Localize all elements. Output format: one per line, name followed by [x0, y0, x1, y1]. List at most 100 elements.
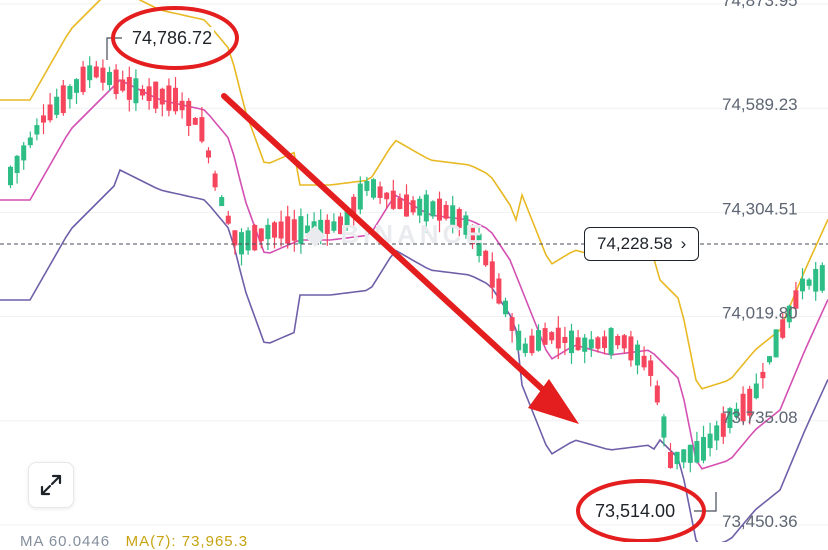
- candle-body: [536, 330, 541, 351]
- trend-arrow: [221, 93, 579, 424]
- candle-body: [549, 332, 555, 341]
- candle-body: [503, 300, 508, 315]
- candle-body: [668, 452, 673, 468]
- candle-body: [272, 222, 277, 238]
- expand-icon: [40, 474, 62, 496]
- high-price-label: 74,786.72: [130, 27, 215, 49]
- candle-body: [780, 319, 786, 338]
- candle-body: [252, 224, 258, 251]
- candle-body: [641, 355, 647, 368]
- candle-body: [588, 339, 594, 349]
- candle-body: [74, 79, 79, 93]
- candle-body: [819, 265, 825, 291]
- candle-body: [384, 192, 390, 200]
- chevron-right-icon: ›: [680, 234, 687, 253]
- candle-body: [496, 278, 502, 304]
- candle-body: [34, 125, 40, 135]
- candle-body: [747, 388, 753, 416]
- candle-body: [707, 433, 713, 449]
- price-tick-label: 74,304.51: [722, 199, 798, 218]
- price-axis: 74,873.95 74,589.23 74,304.51 74,019.80 73,7…: [722, 0, 798, 531]
- candle-body: [166, 85, 172, 111]
- candle-body: [298, 216, 304, 244]
- candle-body: [344, 208, 350, 227]
- candle-body: [305, 225, 310, 234]
- candle-body: [67, 85, 73, 100]
- candle-body: [773, 329, 779, 358]
- candle-body: [727, 408, 733, 429]
- candle-body: [522, 343, 528, 354]
- candle-body: [463, 215, 469, 235]
- candle-body: [285, 216, 291, 244]
- candle-body: [146, 86, 152, 102]
- candle-body: [509, 317, 515, 331]
- candle-body: [140, 88, 145, 96]
- candle-body: [87, 65, 93, 81]
- expand-button[interactable]: [28, 462, 74, 508]
- high-circle: [111, 6, 239, 70]
- candle-body: [786, 305, 792, 323]
- candle-body: [404, 194, 409, 217]
- candle-body: [239, 232, 244, 255]
- candle-body: [575, 337, 581, 351]
- low-circle: [576, 479, 706, 542]
- candle-body: [47, 104, 53, 121]
- candle-body: [225, 215, 231, 224]
- candle-body: [476, 233, 482, 257]
- candle-body: [377, 186, 383, 198]
- price-tick-label: 74,019.80: [722, 304, 798, 323]
- candle-body: [483, 250, 489, 266]
- candle-body: [456, 208, 462, 228]
- candle-body: [674, 451, 680, 465]
- candle-body: [661, 416, 667, 438]
- high-marker-line: [106, 37, 122, 60]
- candle-body: [542, 328, 548, 345]
- candle-body: [27, 137, 33, 146]
- candle-body: [192, 117, 198, 125]
- candle-body: [602, 336, 607, 349]
- candle-body: [470, 225, 475, 245]
- candle-body: [516, 330, 522, 351]
- candle-body: [489, 261, 495, 288]
- candle-body: [278, 221, 284, 239]
- candle-body: [615, 336, 621, 346]
- candle-body: [800, 278, 805, 292]
- candle-body: [338, 216, 343, 235]
- candle-body: [569, 330, 574, 354]
- current-price-tag[interactable]: 74,228.58 ›: [584, 227, 700, 261]
- candle-body: [173, 87, 178, 112]
- candle-body: [813, 268, 819, 292]
- candle-body: [793, 290, 799, 309]
- candle-body: [364, 180, 370, 191]
- candle-body: [291, 219, 297, 241]
- candle-body: [417, 198, 423, 216]
- candle-body: [740, 393, 746, 422]
- candle-body: [443, 204, 449, 219]
- candle-body: [8, 166, 13, 186]
- candle-body: [701, 437, 706, 461]
- candle-body: [212, 173, 218, 188]
- candle-body: [635, 344, 640, 366]
- candle-body: [199, 117, 205, 142]
- candle-body: [450, 205, 456, 225]
- candle-body: [159, 88, 165, 105]
- candle-body: [54, 96, 60, 115]
- candle-body: [687, 444, 693, 463]
- candle-body: [153, 81, 159, 109]
- price-tick-label: 73,735.08: [722, 408, 798, 427]
- candle-body: [107, 71, 112, 86]
- candle-body: [318, 219, 324, 236]
- candle-body: [648, 360, 654, 376]
- candle-body: [311, 221, 317, 236]
- candle-body: [219, 197, 225, 207]
- candle-body: [720, 413, 726, 437]
- candle-body: [265, 224, 271, 240]
- candle-body: [120, 79, 126, 91]
- candle-body: [608, 328, 614, 355]
- candle-body: [331, 221, 337, 231]
- candle-body: [232, 230, 238, 246]
- watermark: ◆ BINANCE: [304, 219, 487, 249]
- candle-body: [654, 385, 660, 403]
- candle-body: [760, 371, 766, 379]
